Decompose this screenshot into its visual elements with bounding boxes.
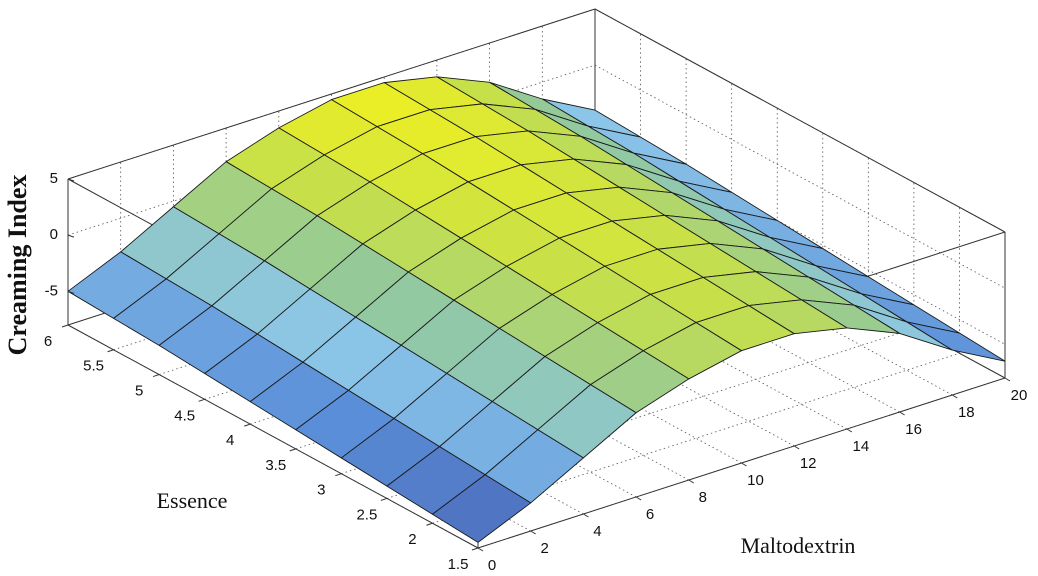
y-tick <box>426 522 433 526</box>
x-tick-label: 16 <box>905 421 922 438</box>
x-axis-title: Maltodextrin <box>741 533 856 558</box>
z-tick <box>67 290 75 294</box>
grid-line <box>384 222 795 447</box>
y-tick-label: 5 <box>135 383 143 400</box>
surface-cell <box>906 321 1006 362</box>
y-tick <box>289 448 296 452</box>
y-tick-label: 1.5 <box>448 556 469 573</box>
x-tick-label: 20 <box>1011 387 1028 404</box>
grid-line <box>594 64 1006 289</box>
grid-line <box>542 171 953 396</box>
x-tick <box>1004 377 1011 382</box>
y-tick <box>471 547 479 551</box>
x-tick-label: 14 <box>853 438 870 455</box>
y-tick <box>61 324 69 328</box>
y-tick-label: 5.5 <box>83 358 104 375</box>
z-tick-label: 0 <box>50 226 58 243</box>
box-edge <box>67 324 479 549</box>
x-tick-label: 18 <box>958 404 975 421</box>
x-tick <box>635 496 642 501</box>
x-tick <box>477 547 484 552</box>
x-tick <box>899 411 905 416</box>
z-tick <box>67 178 75 182</box>
x-tick-label: 2 <box>541 540 549 557</box>
z-tick-label: 5 <box>50 170 58 187</box>
y-tick-label: 2 <box>408 531 416 548</box>
grid-line <box>278 256 689 481</box>
x-tick <box>688 479 695 484</box>
y-tick <box>380 497 388 501</box>
x-tick-label: 8 <box>699 489 707 506</box>
x-tick <box>793 445 800 450</box>
x-tick-label: 6 <box>646 506 654 523</box>
grid-line <box>489 188 900 413</box>
y-tick <box>152 374 160 378</box>
x-tick <box>583 513 589 518</box>
z-tick <box>67 234 75 238</box>
y-tick <box>244 423 251 427</box>
box-edge <box>67 8 596 180</box>
grid-line <box>331 239 742 464</box>
z-tick-label: -5 <box>45 282 58 299</box>
surface <box>67 76 1006 543</box>
y-tick-label: 6 <box>44 333 52 350</box>
y-tick-label: 4 <box>226 432 234 449</box>
x-tick <box>530 530 536 535</box>
x-tick <box>741 462 747 467</box>
y-axis-title: Essence <box>157 488 228 513</box>
box-edge <box>594 8 1006 233</box>
y-tick <box>107 349 114 353</box>
z-axis-title: Creaming Index <box>3 175 32 356</box>
y-tick-label: 4.5 <box>174 407 195 424</box>
x-tick <box>952 394 958 399</box>
x-tick-label: 4 <box>593 523 601 540</box>
y-tick-label: 2.5 <box>356 506 377 523</box>
y-tick <box>335 473 342 477</box>
y-tick-label: 3.5 <box>265 457 286 474</box>
x-tick <box>846 428 853 433</box>
x-tick-label: 12 <box>800 455 817 472</box>
labels: 0 2 4 6 8 10 12 14 16 18 20 1.5 2 2.5 3 3.5 4 4.5 5 5.5 6 -5 0… <box>44 170 1028 574</box>
y-tick-label: 3 <box>317 482 325 499</box>
grid-line <box>436 205 848 430</box>
x-tick-label: 10 <box>747 472 764 489</box>
surface-cell <box>431 474 532 543</box>
y-tick <box>198 398 205 402</box>
x-tick-label: 0 <box>488 557 496 574</box>
